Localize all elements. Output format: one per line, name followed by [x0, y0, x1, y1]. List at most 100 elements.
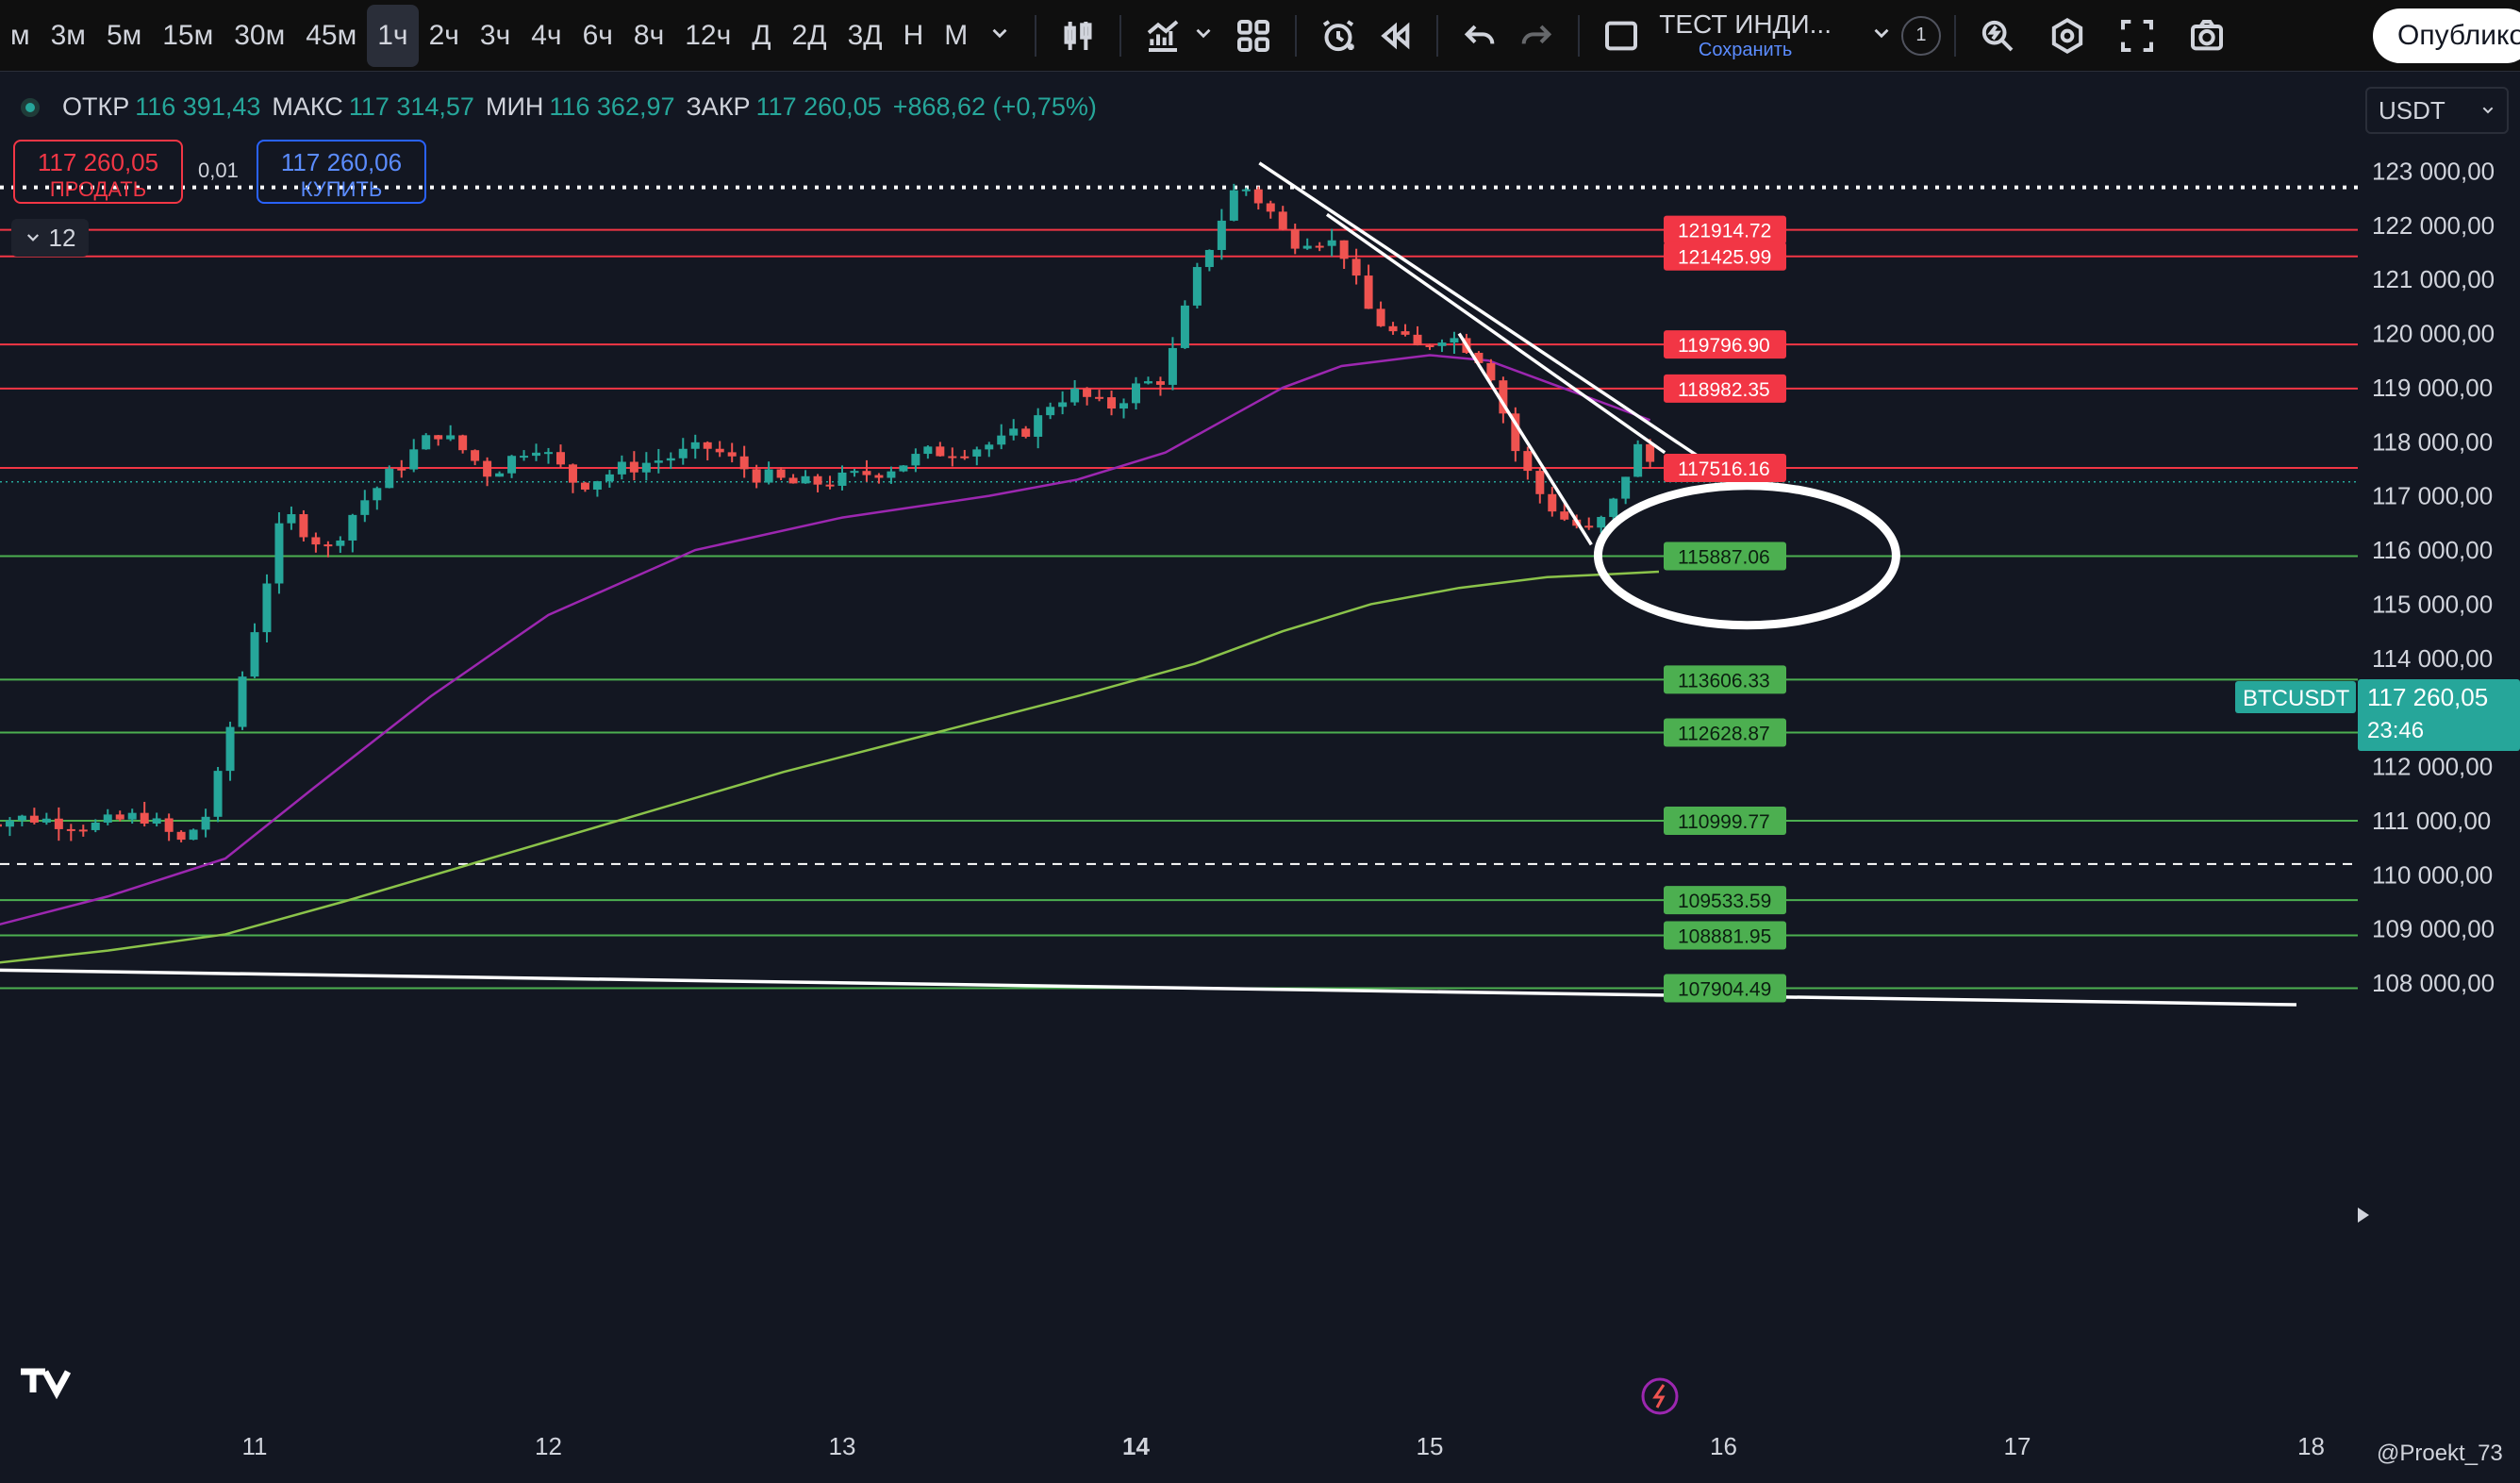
candle-body-137 — [1646, 443, 1655, 462]
candle-body-33 — [373, 488, 382, 501]
timeframe-17[interactable]: М — [944, 19, 969, 51]
settings-icon[interactable] — [2039, 8, 2096, 64]
timeframe-14[interactable]: 2Д — [791, 19, 827, 51]
camera-icon[interactable] — [2179, 8, 2235, 64]
trendline-2[interactable] — [1457, 332, 1593, 546]
candle-body-4 — [17, 815, 26, 821]
price-tick-15: 109 000,00 — [2372, 915, 2495, 943]
candle-body-132 — [1584, 525, 1594, 528]
timeframe-11[interactable]: 8ч — [633, 19, 665, 51]
timeframe-more-chevron-icon[interactable] — [987, 21, 1012, 50]
layout-count-badge[interactable]: 1 — [1900, 15, 1941, 56]
price-tick-4: 120 000,00 — [2372, 320, 2495, 348]
last-price: 117 260,05 — [2367, 683, 2488, 711]
timeframe-6[interactable]: 1ч — [367, 4, 419, 67]
trendline-1[interactable] — [1325, 212, 1666, 455]
candles-icon[interactable] — [1050, 8, 1106, 64]
market-status-dot-icon — [21, 97, 40, 117]
candle-body-103 — [1229, 190, 1238, 221]
resistance-label-bg-0 — [1664, 215, 1786, 244]
candle-body-20 — [213, 771, 223, 817]
trendlines[interactable] — [0, 161, 2296, 1007]
timeframe-16[interactable]: Н — [903, 19, 924, 51]
candle-body-118 — [1413, 334, 1422, 345]
timeframe-4[interactable]: 30м — [234, 19, 286, 51]
indicators-chevron-icon[interactable] — [1191, 21, 1216, 50]
price-chart[interactable]: 121914.72 121425.99 119796.90 118982.35 1175… — [0, 72, 2520, 1483]
indicators-collapse-button[interactable]: 12 — [11, 219, 89, 257]
candle-body-111 — [1327, 240, 1336, 246]
chevron-down-icon — [2482, 107, 2494, 114]
candle-body-49 — [568, 464, 577, 483]
trendline-0[interactable] — [1258, 161, 1710, 465]
buy-price: 117 260,06 — [280, 148, 403, 176]
currency-select[interactable]: USDT — [2365, 87, 2509, 134]
timeframe-7[interactable]: 2ч — [428, 19, 459, 51]
candle-body-51 — [592, 481, 602, 490]
timeframe-0[interactable]: м — [10, 19, 30, 51]
timeframe-2[interactable]: 5м — [106, 19, 142, 51]
high-value: 117 314,57 — [348, 92, 474, 121]
watermark: @Proekt_73 — [2377, 1441, 2503, 1466]
candle-body-108 — [1290, 229, 1300, 249]
candle-body-37 — [422, 435, 431, 450]
candle-body-97 — [1155, 381, 1165, 385]
fullscreen-icon[interactable] — [2109, 8, 2165, 64]
tv-logo — [21, 1368, 72, 1400]
lightning-marker[interactable] — [1641, 1377, 1679, 1415]
replay-icon[interactable] — [1367, 8, 1423, 64]
quick-search-icon[interactable] — [1969, 8, 2026, 64]
price-tick-14: 110 000,00 — [2372, 860, 2493, 889]
trendline-3[interactable] — [0, 968, 2296, 1007]
highlight-ellipse-shape[interactable] — [1593, 481, 1900, 630]
time-axis[interactable]: 11 12 13 14 15 16 17 18 — [242, 1432, 2325, 1460]
timeframe-15[interactable]: 3Д — [847, 19, 883, 51]
candle-body-133 — [1597, 516, 1606, 528]
layout-icon[interactable] — [1593, 8, 1650, 64]
candle-body-68 — [801, 475, 810, 484]
sell-button[interactable]: 117 260,05 ПРОДАТЬ — [13, 140, 183, 204]
publish-button[interactable]: Опублико — [2373, 8, 2520, 63]
resistance-label-bg-3 — [1664, 374, 1786, 403]
high-label: МАКС — [272, 92, 343, 121]
alert-icon[interactable] — [1310, 8, 1367, 64]
redo-icon[interactable] — [1508, 8, 1565, 64]
highlight-ellipse[interactable] — [1593, 481, 1900, 630]
candle-body-135 — [1621, 476, 1631, 499]
candle-body-46 — [532, 452, 541, 457]
timeframe-8[interactable]: 3ч — [479, 19, 511, 51]
layout-title: ТЕСТ ИНДИ... — [1659, 9, 1832, 39]
timeframe-10[interactable]: 6ч — [582, 19, 613, 51]
time-tick-5: 16 — [1710, 1432, 1737, 1460]
candle-body-44 — [507, 456, 517, 474]
candle-body-43 — [495, 473, 505, 477]
timeframe-1[interactable]: 3м — [50, 19, 86, 51]
candle-body-29 — [323, 544, 333, 547]
timeframe-12[interactable]: 12ч — [685, 19, 732, 51]
candle-body-78 — [923, 446, 933, 455]
indicators-icon[interactable] — [1135, 8, 1191, 64]
layout-name[interactable]: ТЕСТ ИНДИ... Сохранить — [1659, 9, 1832, 61]
timeframe-9[interactable]: 4ч — [531, 19, 562, 51]
last-price-bg — [2358, 679, 2520, 751]
candle-body-48 — [555, 452, 565, 465]
candle-body-23 — [250, 632, 259, 677]
close-label: ЗАКР — [686, 92, 751, 121]
candle-body-56 — [654, 460, 663, 463]
timeframe-3[interactable]: 15м — [162, 19, 214, 51]
layout-chevron-icon[interactable] — [1869, 21, 1894, 50]
candles — [0, 183, 1655, 842]
layout-save-status[interactable]: Сохранить — [1698, 40, 1793, 60]
axis-arrow-marker[interactable] — [2358, 1208, 2369, 1223]
timeframe-5[interactable]: 45м — [306, 19, 357, 51]
undo-icon[interactable] — [1451, 8, 1508, 64]
buy-button[interactable]: 117 260,06 КУПИТЬ — [257, 140, 426, 204]
support-label-bg-6 — [1664, 974, 1786, 1003]
templates-icon[interactable] — [1225, 8, 1282, 64]
time-tick-1: 12 — [535, 1432, 562, 1460]
timeframe-13[interactable]: Д — [752, 19, 771, 51]
candle-body-61 — [715, 448, 724, 453]
candle-body-80 — [948, 456, 957, 458]
candle-body-99 — [1180, 305, 1189, 348]
